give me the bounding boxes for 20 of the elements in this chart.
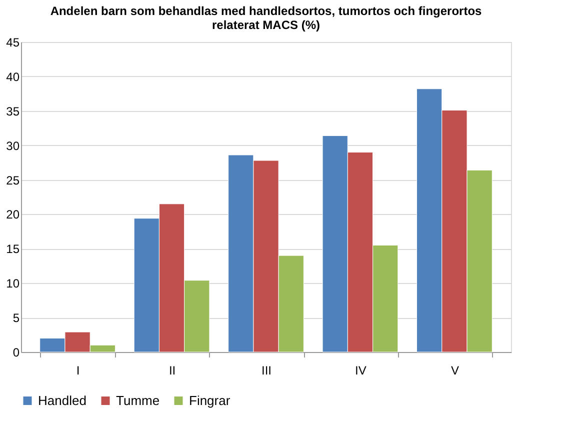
- legend-label: Fingrar: [189, 392, 231, 408]
- legend-label: Tumme: [116, 392, 160, 408]
- y-tick-label: 0: [12, 346, 20, 360]
- x-tick-label: II: [168, 364, 176, 378]
- y-tick-label: 25: [6, 173, 20, 188]
- y-tick-label: 35: [6, 104, 20, 118]
- y-tick-label: 10: [6, 276, 20, 291]
- y-tick-label: 15: [6, 242, 20, 256]
- x-tick-label: IV: [355, 364, 366, 378]
- y-tick-label: 30: [6, 138, 20, 153]
- legend-label: Handled: [38, 392, 86, 408]
- y-tick-label: 45: [6, 36, 20, 50]
- text: relaterat MACS (%): [212, 18, 320, 32]
- y-tick-label: 40: [6, 70, 20, 84]
- x-tick-label: V: [450, 364, 459, 378]
- text: Andelen barn som behandlas med handledsortos, tumortos och fingerortos: [50, 4, 482, 18]
- x-tick-label: III: [261, 364, 272, 378]
- x-tick-label: I: [76, 364, 80, 378]
- y-tick-label: 5: [12, 311, 20, 326]
- y-tick-label: 20: [6, 208, 20, 222]
